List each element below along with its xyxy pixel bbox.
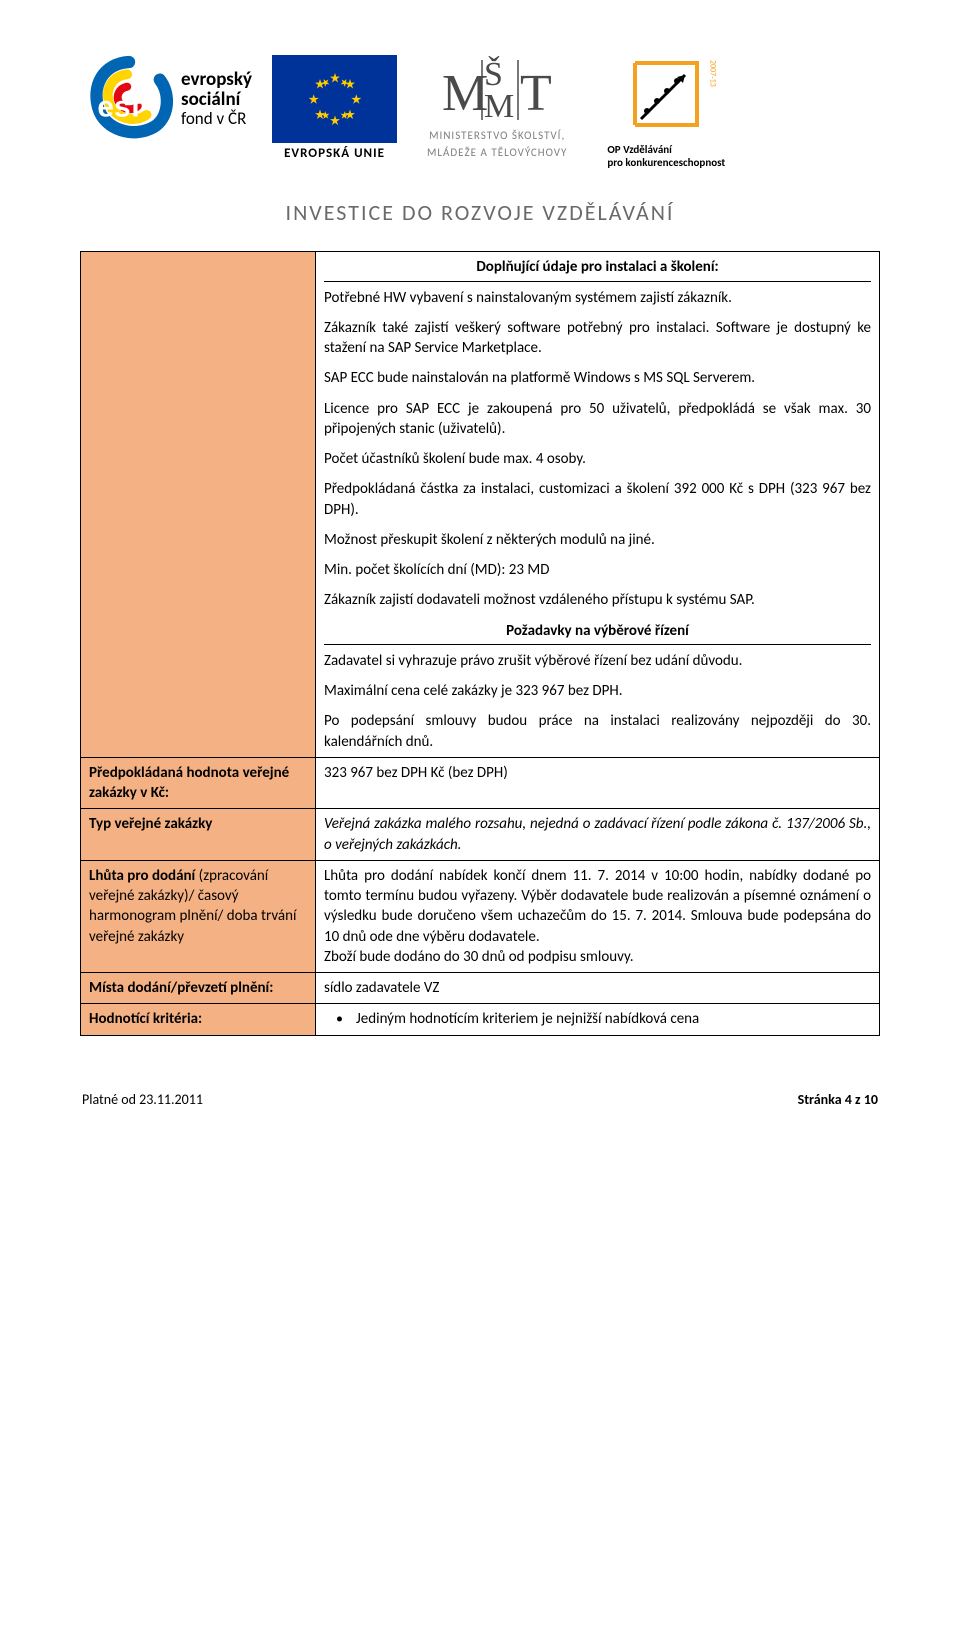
footer-pagenum: 4: [845, 1091, 852, 1108]
op-line1: OP Vzdělávání: [607, 143, 725, 156]
content-p9: Zákazník zajistí dodavateli možnost vzdá…: [324, 590, 871, 610]
content-p5: Počet účastníků školení bude max. 4 osob…: [324, 449, 871, 469]
row-criteria-label: Hodnotící kritéria:: [81, 1004, 316, 1035]
op-logo-icon: [627, 55, 705, 133]
main-content-cell: Doplňující údaje pro instalaci a školení…: [316, 252, 880, 758]
section-heading-install: Doplňující údaje pro instalaci a školení…: [324, 257, 871, 281]
eu-flag-icon: [272, 55, 397, 143]
content-p1: Potřebné HW vybavení s nainstalovaným sy…: [324, 288, 871, 308]
row-deadline-text2: Zboží bude dodáno do 30 dnů od podpisu s…: [324, 948, 634, 966]
footer-date: Platné od 23.11.2011: [82, 1091, 203, 1108]
op-text: OP Vzdělávání pro konkurenceschopnost: [607, 143, 725, 169]
svg-text:T: T: [520, 65, 552, 122]
row-place-label: Místa dodání/převzetí plnění:: [81, 973, 316, 1004]
section-heading-req: Požadavky na výběrové řízení: [324, 621, 871, 645]
content-p6: Předpokládaná částka za instalaci, custo…: [324, 479, 871, 520]
content-p12: Po podepsání smlouvy budou práce na inst…: [324, 711, 871, 752]
header-logo-strip: esf evropský sociální fond v ČR: [80, 55, 880, 169]
esf-line3: fond v ČR: [181, 110, 252, 128]
page-footer: Platné od 23.11.2011 Stránka 4 z 10: [80, 1091, 880, 1108]
esf-line1: evropský: [181, 70, 252, 90]
criteria-item: Jediným hodnotícím kriteriem je nejnižší…: [356, 1009, 871, 1029]
criteria-list: Jediným hodnotícím kriteriem je nejnižší…: [324, 1009, 871, 1029]
content-p8: Min. počet školících dní (MD): 23 MD: [324, 560, 871, 580]
content-p11: Maximální cena celé zakázky je 323 967 b…: [324, 681, 871, 701]
msmt-logo-icon: M Š M T: [442, 55, 552, 125]
row-value-cell: 323 967 bez DPH Kč (bez DPH): [316, 757, 880, 809]
esf-line2: sociální: [181, 90, 252, 110]
row-value-label: Předpokládaná hodnota veřejné zakázky v …: [81, 757, 316, 809]
row-type-cell: Veřejná zakázka malého rozsahu, nejedná …: [316, 809, 880, 861]
svg-text:M: M: [484, 88, 514, 125]
content-p4: Licence pro SAP ECC je zakoupená pro 50 …: [324, 399, 871, 440]
row-deadline-label: Lhůta pro dodání (zpracování veřejné zak…: [81, 860, 316, 972]
content-p10: Zadavatel si vyhrazuje právo zrušit výbě…: [324, 651, 871, 671]
row-type-label: Typ veřejné zakázky: [81, 809, 316, 861]
row-deadline-text1: Lhůta pro dodání nabídek končí dnem 11. …: [324, 867, 871, 946]
row-deadline-cell: Lhůta pro dodání nabídek končí dnem 11. …: [316, 860, 880, 972]
op-side-label: 2007-13: [707, 60, 717, 87]
svg-text:esf: esf: [97, 91, 141, 124]
msmt-logo: M Š M T MINISTERSTVO ŠKOLSTVÍ, MLÁDEŽE A…: [427, 55, 567, 159]
footer-page: Stránka 4 z 10: [798, 1091, 878, 1108]
content-p3: SAP ECC bude nainstalován na platformě W…: [324, 368, 871, 388]
main-table: Doplňující údaje pro instalaci a školení…: [80, 251, 880, 1035]
msmt-text-1: MINISTERSTVO ŠKOLSTVÍ,: [429, 129, 565, 142]
esf-logo: esf evropský sociální fond v ČR: [85, 55, 252, 143]
eu-logo: EVROPSKÁ UNIE: [272, 55, 397, 161]
row-empty-label: [81, 252, 316, 758]
content-p2: Zákazník také zajistí veškerý software p…: [324, 318, 871, 359]
footer-prefix: Stránka: [798, 1091, 845, 1108]
msmt-text-2: MLÁDEŽE A TĚLOVÝCHOVY: [427, 146, 567, 159]
footer-total: 10: [864, 1091, 878, 1108]
investice-heading: INVESTICE DO ROZVOJE VZDĚLÁVÁNÍ: [80, 199, 880, 226]
row-criteria-cell: Jediným hodnotícím kriteriem je nejnižší…: [316, 1004, 880, 1035]
esf-swirl-icon: esf: [85, 55, 173, 143]
content-p7: Možnost přeskupit školení z některých mo…: [324, 530, 871, 550]
op-line2: pro konkurenceschopnost: [607, 156, 725, 169]
row-place-cell: sídlo zadavatele VZ: [316, 973, 880, 1004]
eu-label: EVROPSKÁ UNIE: [284, 146, 385, 161]
row-deadline-label-bold: Lhůta pro dodání: [89, 867, 199, 885]
op-logo: 2007-13 OP Vzdělávání pro konkurencescho…: [607, 55, 725, 169]
esf-text: evropský sociální fond v ČR: [181, 70, 252, 128]
footer-mid: z: [852, 1091, 864, 1108]
